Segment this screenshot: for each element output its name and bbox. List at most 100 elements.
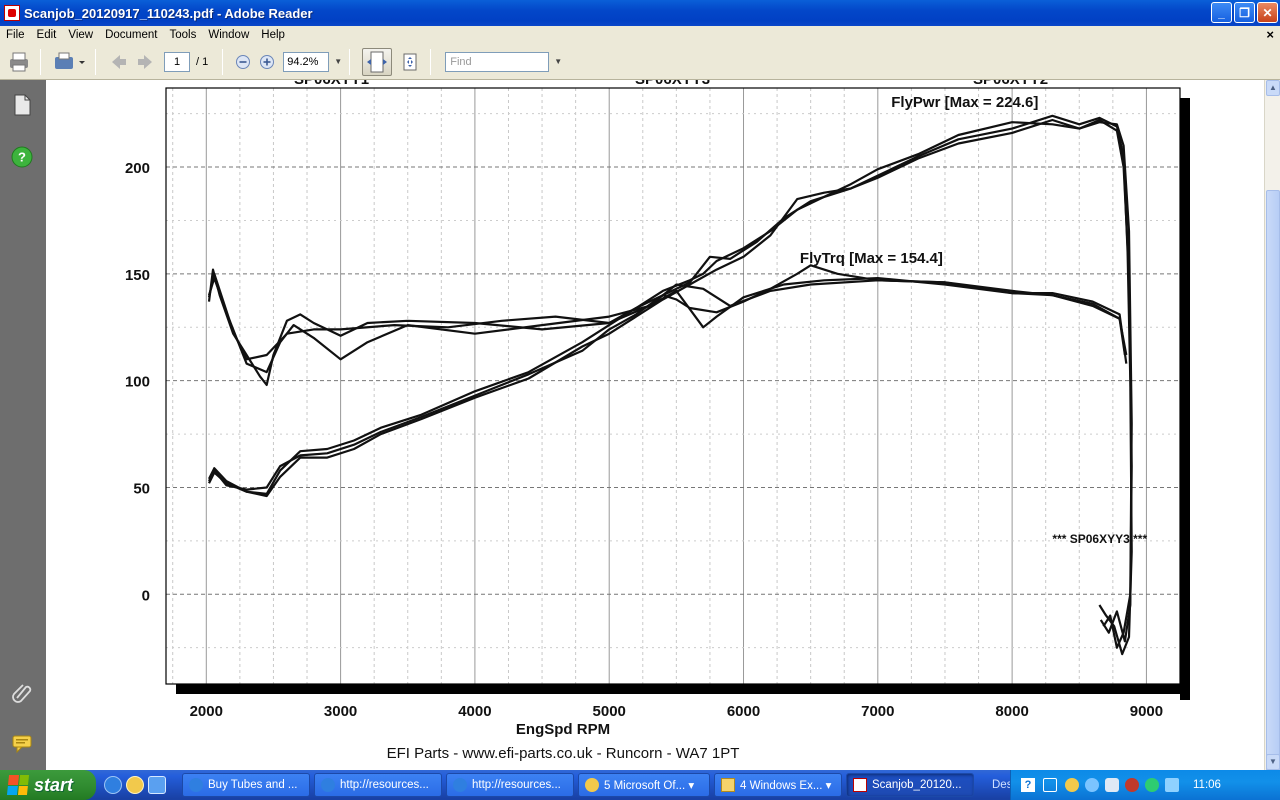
messenger-tray-icon[interactable]	[1065, 778, 1079, 792]
toolbar-separator	[40, 48, 41, 75]
taskbar-item-explorer[interactable]: 4 Windows Ex... ▾	[714, 773, 842, 797]
menu-window[interactable]: Window	[208, 29, 250, 41]
x-tick-label: 4000	[458, 703, 491, 720]
scroll-up-arrow-icon[interactable]: ▲	[1266, 80, 1280, 96]
attachments-panel-button[interactable]	[11, 682, 33, 704]
y-tick-label: 50	[133, 480, 150, 497]
scrollbar-thumb[interactable]	[1266, 190, 1280, 790]
ie-icon	[321, 778, 335, 792]
toolbar: 1 / 1 94.2% ▼ Find ▼	[0, 44, 1280, 80]
chart-series	[207, 114, 1133, 656]
chart-labels: 2000 3000 4000 5000 6000 7000 8000 9000 0 50 100 15…	[125, 80, 1163, 762]
page-total: / 1	[196, 55, 209, 68]
shield-icon[interactable]	[1105, 778, 1119, 792]
speaker-icon[interactable]	[1085, 778, 1099, 792]
print-button[interactable]	[4, 49, 34, 75]
series-line-4	[208, 114, 1133, 656]
internet-explorer-icon[interactable]	[104, 776, 122, 794]
close-button[interactable]: ✕	[1257, 2, 1278, 23]
chart-frame	[165, 87, 1190, 700]
document-view[interactable]: 2000 3000 4000 5000 6000 7000 8000 9000 0 50 100 15…	[46, 80, 1264, 770]
menu-help[interactable]: Help	[261, 29, 285, 41]
adobe-reader-icon	[4, 5, 20, 21]
arrow-right-icon	[138, 54, 152, 69]
series-line-1	[207, 264, 1128, 386]
toolbar-separator	[222, 48, 224, 75]
pages-panel-button[interactable]	[11, 94, 33, 116]
find-input[interactable]: Find	[445, 51, 550, 72]
previous-page-button[interactable]	[106, 49, 130, 75]
help-panel-button[interactable]: ?	[11, 146, 33, 168]
quick-launch	[104, 776, 166, 794]
header-label: SP06XYY1	[294, 80, 369, 88]
navigation-pane: ?	[0, 80, 46, 770]
taskbar-item-ie-3[interactable]: http://resources...	[446, 773, 574, 797]
next-page-button[interactable]	[134, 49, 158, 75]
minimize-button[interactable]: _	[1211, 2, 1232, 23]
display-icon[interactable]	[1165, 778, 1179, 792]
chart-footer: EFI Parts - www.efi-parts.co.uk - Runcor…	[387, 745, 740, 762]
help-tray-icon[interactable]: ?	[1021, 778, 1035, 792]
y-tick-label: 0	[142, 587, 150, 604]
find-dropdown-chevron-icon[interactable]: ▼	[554, 57, 563, 66]
taskbar-item-adobe-reader[interactable]: Scanjob_20120...	[846, 773, 974, 797]
help-icon: ?	[11, 146, 33, 168]
close-document-button[interactable]: ×	[1266, 27, 1274, 42]
taskbar-item-ie-2[interactable]: http://resources...	[314, 773, 442, 797]
vertical-scrollbar[interactable]: ▲ ▼	[1264, 80, 1280, 790]
x-tick-label: 7000	[861, 703, 894, 720]
taskbar: start Buy Tubes and ... http://resources…	[0, 770, 1280, 800]
window-controls: _ ❐ ✕	[1211, 2, 1278, 23]
fit-width-icon	[367, 51, 388, 72]
network-icon[interactable]	[1043, 778, 1057, 792]
menu-document[interactable]: Document	[105, 29, 158, 41]
update-icon[interactable]	[1145, 778, 1159, 792]
ie-icon	[189, 778, 203, 792]
taskbar-item-office[interactable]: 5 Microsoft Of... ▾	[578, 773, 710, 797]
zoom-dropdown-chevron-icon[interactable]: ▼	[334, 57, 343, 66]
security-alert-icon[interactable]	[1125, 778, 1139, 792]
header-label: SP06XYY3	[635, 80, 710, 88]
x-tick-label: 8000	[995, 703, 1028, 720]
frame-shadow-right	[1180, 98, 1190, 700]
chart-annotation: FlyPwr [Max = 224.6]	[891, 94, 1038, 111]
pages-icon	[14, 94, 31, 116]
svg-text:?: ?	[18, 150, 26, 165]
share-icon	[55, 52, 85, 69]
maximize-button[interactable]: ❐	[1234, 2, 1255, 23]
x-axis-label: EngSpd RPM	[516, 721, 610, 738]
page-number-input[interactable]: 1	[164, 51, 190, 72]
windows-flag-icon	[6, 775, 30, 795]
collaborate-button[interactable]	[51, 49, 89, 75]
taskbar-item-ie-1[interactable]: Buy Tubes and ...	[182, 773, 310, 797]
y-tick-label: 100	[125, 374, 150, 391]
fit-page-button[interactable]	[396, 49, 424, 75]
paperclip-icon	[12, 684, 32, 703]
comments-panel-button[interactable]	[11, 732, 33, 754]
window-title: Scanjob_20120917_110243.pdf - Adobe Read…	[24, 5, 313, 21]
zoom-level-input[interactable]: 94.2%	[283, 51, 330, 72]
zoom-out-icon	[236, 54, 251, 69]
messenger-icon[interactable]	[126, 776, 144, 794]
plot-frame	[165, 87, 1181, 685]
outlook-icon[interactable]	[148, 776, 166, 794]
scroll-down-arrow-icon[interactable]: ▼	[1266, 754, 1280, 770]
y-tick-label: 150	[125, 267, 150, 284]
start-button[interactable]: start	[0, 770, 96, 800]
x-tick-label: 5000	[593, 703, 626, 720]
menu-view[interactable]: View	[68, 29, 94, 41]
comment-icon	[12, 735, 32, 754]
chart-grid	[166, 88, 1180, 684]
zoom-in-icon	[260, 54, 275, 69]
x-tick-label: 3000	[324, 703, 357, 720]
toolbar-separator	[349, 48, 351, 75]
zoom-out-button[interactable]	[233, 49, 253, 75]
fit-width-button[interactable]	[362, 47, 393, 76]
fit-page-icon	[403, 53, 417, 70]
arrow-left-icon	[112, 54, 126, 69]
menu-file[interactable]: File	[6, 29, 25, 41]
ie-icon	[453, 778, 467, 792]
menu-tools[interactable]: Tools	[169, 29, 197, 41]
zoom-in-button[interactable]	[257, 49, 277, 75]
menu-edit[interactable]: Edit	[36, 29, 57, 41]
